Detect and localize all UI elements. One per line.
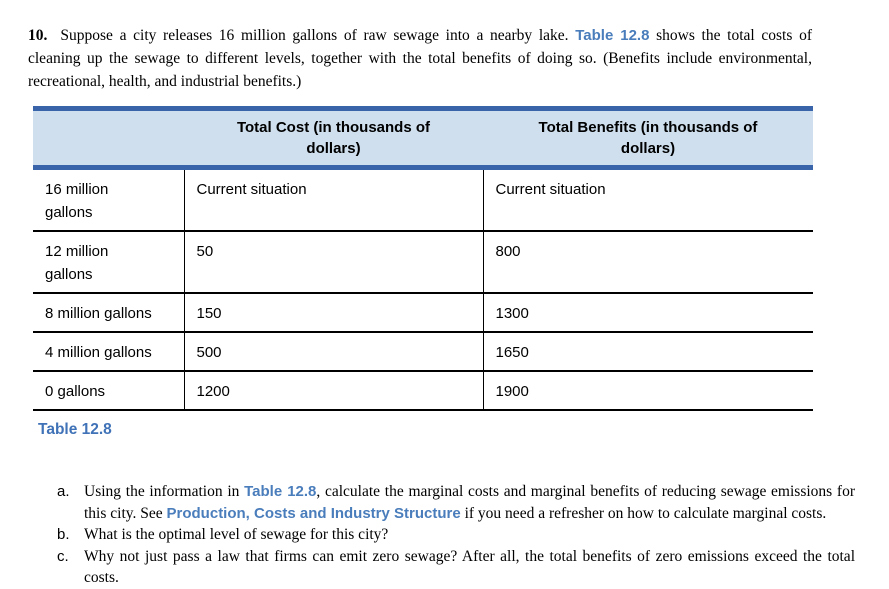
row-label: 0 gallons xyxy=(33,371,184,411)
benefits-cell: 1650 xyxy=(482,332,813,372)
benefits-cell: 1900 xyxy=(482,371,813,411)
table-12-8: Total Cost (in thousands of dollars) Tot… xyxy=(33,106,813,411)
question-c: c. Why not just pass a law that firms can… xyxy=(57,546,855,589)
row-label: 8 million gallons xyxy=(33,293,184,333)
problem-text-before: Suppose a city releases 16 million gallo… xyxy=(60,27,576,44)
question-c-marker: c. xyxy=(57,547,69,565)
table-row: 16 million gallons Current situation Cur… xyxy=(33,167,813,232)
table-row: 4 million gallons 500 1650 xyxy=(33,332,813,372)
cost-cell: 500 xyxy=(183,332,483,372)
row-label: 4 million gallons xyxy=(33,332,184,372)
benefits-cell: Current situation xyxy=(482,167,813,232)
header-total-cost: Total Cost (in thousands of dollars) xyxy=(184,106,483,170)
problem-number: 10. xyxy=(28,27,48,44)
table-row: 0 gallons 1200 1900 xyxy=(33,371,813,411)
cost-cell: 150 xyxy=(183,293,483,333)
table-row: 12 million gallons 50 800 xyxy=(33,231,813,294)
question-b: b. What is the optimal level of sewage fo… xyxy=(57,524,855,546)
table-12-8-link[interactable]: Table 12.8 xyxy=(575,27,650,44)
row-label: 16 million gallons xyxy=(33,167,184,232)
cost-cell: 1200 xyxy=(183,371,483,411)
question-b-text: What is the optimal level of sewage for … xyxy=(84,526,389,543)
benefits-cell: 800 xyxy=(482,231,813,294)
production-costs-chapter-link[interactable]: Production, Costs and Industry Structure xyxy=(166,504,461,522)
row-label: 12 million gallons xyxy=(33,231,184,294)
question-list: a. Using the information in Table 12.8, c… xyxy=(57,481,855,589)
table-caption: Table 12.8 xyxy=(38,421,112,438)
cost-cell: Current situation xyxy=(183,167,483,232)
table-row: 8 million gallons 150 1300 xyxy=(33,293,813,333)
question-c-text: Why not just pass a law that firms can e… xyxy=(84,547,855,587)
question-a-marker: a. xyxy=(57,483,70,500)
header-empty-cell xyxy=(33,106,184,170)
table-container: Total Cost (in thousands of dollars) Tot… xyxy=(33,106,861,439)
cost-cell: 50 xyxy=(183,231,483,294)
benefits-cell: 1300 xyxy=(482,293,813,333)
question-a-text-1: Using the information in xyxy=(84,483,245,500)
table-header-row: Total Cost (in thousands of dollars) Tot… xyxy=(33,106,813,170)
table-12-8-link-question-a[interactable]: Table 12.8 xyxy=(244,483,317,500)
header-total-benefits: Total Benefits (in thousands of dollars) xyxy=(483,106,813,170)
problem-text-after: shows the total costs of cleaning up the… xyxy=(28,27,812,90)
problem-statement: 10. Suppose a city releases 16 million ga… xyxy=(28,24,812,93)
question-b-marker: b. xyxy=(57,526,70,543)
question-a-text-2: , calculate the marginal costs and margi… xyxy=(84,483,855,522)
question-a: a. Using the information in Table 12.8, c… xyxy=(57,481,855,524)
question-a-text-3: if you need a refresher on how to calcul… xyxy=(460,504,827,522)
